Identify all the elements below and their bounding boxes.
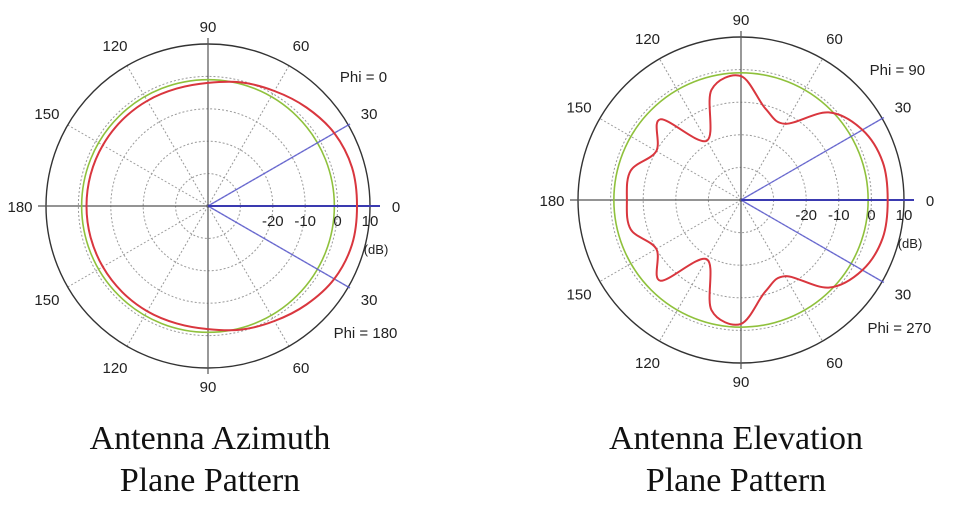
grid-spoke	[659, 58, 742, 201]
cut-line	[740, 199, 885, 284]
angle-label: 150	[567, 100, 592, 117]
angle-label: 60	[826, 355, 843, 372]
radial-unit-label: (dB)	[898, 236, 923, 251]
azimuth-caption: Antenna Azimuth Plane Pattern	[30, 418, 390, 502]
angle-label: 60	[826, 31, 843, 48]
angle-label: 90	[733, 374, 750, 391]
angle-label: 150	[34, 106, 59, 123]
angle-label: 90	[200, 379, 217, 396]
angle-label: 150	[34, 292, 59, 309]
angle-label: 30	[895, 287, 912, 304]
grid-spoke	[126, 205, 209, 347]
grid-spoke	[599, 118, 742, 201]
grid-spoke	[740, 199, 823, 342]
radial-tick-label: -20	[262, 213, 284, 230]
angle-label: 60	[293, 360, 310, 377]
radial-tick-label: 10	[362, 213, 379, 230]
grid-spoke	[67, 124, 209, 207]
cut-line	[740, 116, 885, 201]
radial-tick-label: -10	[294, 213, 316, 230]
azimuth-caption-line-2: Plane Pattern	[119, 462, 301, 499]
pattern-curve	[625, 74, 889, 326]
radial-tick-label: -10	[828, 207, 850, 224]
grid-spoke	[599, 199, 742, 282]
angle-label: 90	[200, 19, 217, 36]
angle-label: 90	[733, 12, 750, 29]
angle-label: 120	[635, 355, 660, 372]
cut-label-lower: Phi = 270	[867, 320, 931, 337]
cut-label-lower: Phi = 180	[334, 325, 398, 342]
grid-spoke	[740, 58, 823, 201]
radial-unit-label: (dB)	[364, 242, 389, 257]
angle-label: 30	[361, 106, 378, 123]
grid-spoke	[67, 205, 209, 288]
radial-tick-label: 0	[333, 213, 341, 230]
angle-label: 120	[102, 38, 127, 55]
azimuth-caption-line-1: Antenna Azimuth	[89, 420, 331, 457]
grid-spoke	[207, 65, 290, 207]
angle-label: 150	[567, 287, 592, 304]
elevation-polar-plot: 90 60 30 0 30 60 90 120 150 180 150 120 -20 -10 0 10 (dB…	[539, 12, 934, 391]
angle-label: 120	[102, 360, 127, 377]
angle-label: 30	[895, 100, 912, 117]
angle-label: 30	[361, 292, 378, 309]
angle-label: 180	[539, 193, 564, 210]
cut-label-upper: Phi = 0	[340, 69, 387, 86]
azimuth-polar-plot: 90 60 30 0 30 60 90 120 150 180 150 120 -20 -10 0 10 (dB…	[7, 19, 400, 396]
angle-label: 180	[7, 199, 32, 216]
grid-spoke	[207, 205, 290, 347]
elevation-caption-line-1: Antenna Elevation	[609, 420, 863, 457]
angle-label: 120	[635, 31, 660, 48]
radial-tick-label: -20	[795, 207, 817, 224]
grid-spoke	[659, 199, 742, 342]
pattern-curve	[85, 80, 359, 332]
cut-line	[207, 123, 351, 207]
polar-plots: 90 60 30 0 30 60 90 120 150 180 150 120 -20 -10 0 10 (dB…	[7, 12, 934, 396]
cut-line	[207, 205, 351, 289]
grid-spoke	[126, 65, 209, 207]
cut-label-upper: Phi = 90	[870, 62, 925, 79]
radial-tick-label: 0	[867, 207, 875, 224]
angle-label: 60	[293, 38, 310, 55]
angle-label: 0	[392, 199, 400, 216]
elevation-caption: Antenna Elevation Plane Pattern	[556, 418, 916, 502]
angle-label: 0	[926, 193, 934, 210]
elevation-caption-line-2: Plane Pattern	[645, 462, 827, 499]
radial-tick-label: 10	[896, 207, 913, 224]
